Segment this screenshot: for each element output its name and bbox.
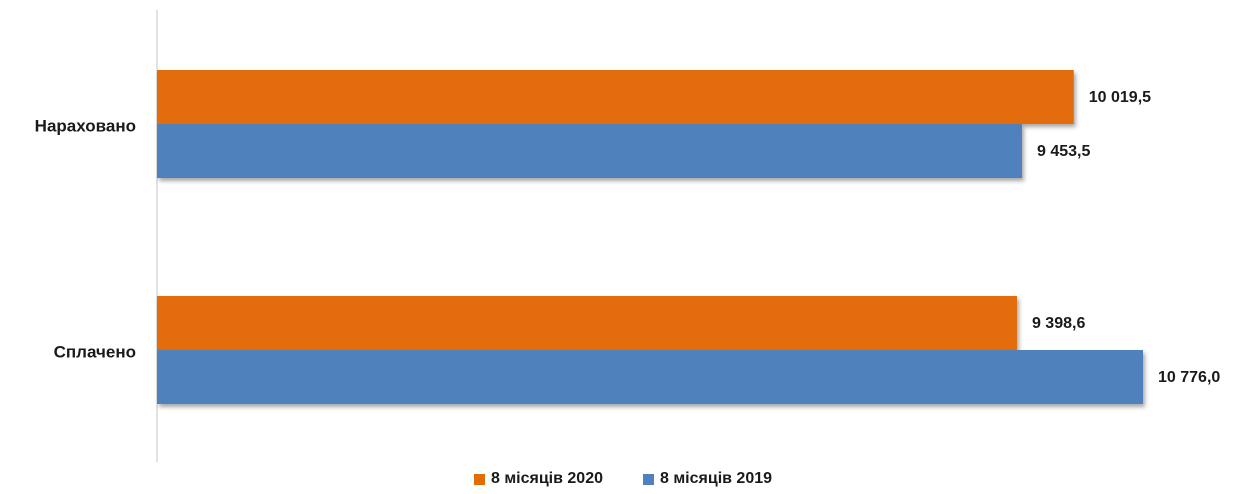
legend-label-2019: 8 місяців 2019 [660,470,773,487]
legend-item-2020: 8 місяців 2020 [473,470,603,488]
legend-swatch-2019 [643,473,654,485]
data-label: 10 776,0 [1158,369,1220,386]
bar-2019 [157,124,1022,178]
legend: 8 місяців 2020 8 місяців 2019 [0,470,1246,488]
data-label: 9 398,6 [1032,315,1085,332]
category-label: Нараховано [35,116,136,135]
bar-2020 [157,296,1017,350]
legend-label-2020: 8 місяців 2020 [490,470,603,487]
bar-2020 [157,70,1074,124]
legend-swatch-2020 [473,473,485,485]
bar-2019 [157,350,1143,404]
data-label: 9 453,5 [1037,143,1090,160]
bar-chart-plot: Нараховано 10 019,5 9 453,5 Сплачено 9 398,6… [35,10,1220,462]
data-label: 10 019,5 [1089,89,1151,106]
legend-item-2019: 8 місяців 2019 [643,470,772,488]
category-label: Сплачено [54,342,136,361]
